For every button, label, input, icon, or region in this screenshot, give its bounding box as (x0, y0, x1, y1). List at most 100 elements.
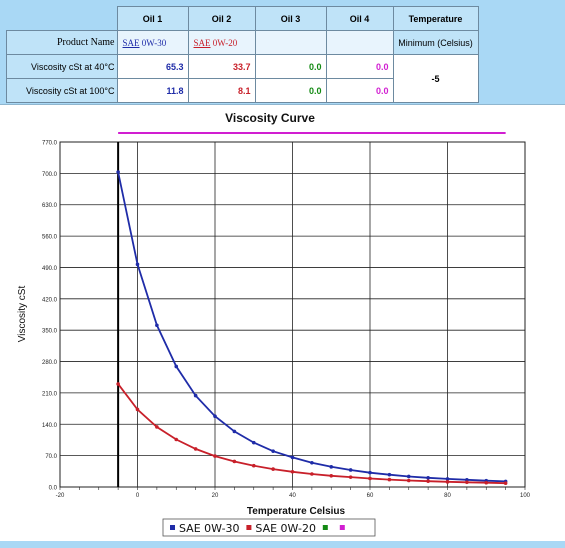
series-1-point (329, 465, 334, 469)
series-1-point (368, 470, 372, 475)
series-2-point (329, 473, 334, 478)
y-tick-label: 560.0 (42, 235, 58, 241)
series-1-point (232, 429, 237, 434)
oil2-name-rest: 0W-20 (210, 37, 238, 48)
series-1-point (271, 449, 275, 453)
product-name-label: Product Name (6, 30, 118, 55)
oil1-name-rest: 0W-30 (139, 37, 167, 48)
oil1-visc100[interactable]: 11.8 (116, 78, 189, 103)
oil3-header: Oil 3 (254, 6, 327, 31)
series-2-point (290, 469, 295, 474)
series-2-point (445, 480, 450, 484)
oil4-header: Oil 4 (325, 6, 394, 31)
x-tick-label: 0 (136, 493, 140, 499)
legend-swatch (322, 525, 328, 530)
oil4-visc100[interactable]: 0.0 (325, 78, 394, 103)
series-2-point (406, 478, 411, 483)
y-tick-label: 280.0 (42, 360, 58, 366)
series-2-point (251, 463, 256, 468)
y-tick-label: 70.0 (45, 454, 57, 460)
series-1-point (387, 472, 392, 477)
viscosity-chart: Viscosity Curve 0.0 70.0 140.0 210.0 280.0 35… (17, 111, 531, 537)
oil3-product-name[interactable] (254, 30, 327, 55)
series-2-point (426, 479, 430, 483)
series-2-point (271, 467, 275, 471)
y-tick-label: 0.0 (49, 486, 58, 492)
series-2-point (155, 425, 159, 429)
oil2-header: Oil 2 (187, 6, 256, 31)
oil1-visc40[interactable]: 65.3 (116, 54, 189, 79)
series-1-point (406, 474, 411, 479)
series-2-point (387, 477, 392, 482)
x-tick-label: 20 (212, 493, 219, 499)
oil2-visc40[interactable]: 33.7 (187, 54, 256, 79)
series-1-point (155, 323, 159, 328)
temperature-minimum-value[interactable]: -5 (392, 54, 479, 103)
y-tick-label: 770.0 (42, 141, 58, 147)
series-2-point (484, 480, 489, 485)
series-1-point (213, 414, 217, 419)
y-tick-label: 630.0 (42, 203, 58, 209)
visc40-label: Viscosity cSt at 40°C (6, 54, 118, 79)
series-1-point (251, 440, 256, 445)
series-2-point (310, 472, 314, 476)
oil4-product-name[interactable] (325, 30, 394, 55)
series-1-point (174, 364, 179, 369)
oil-table: Oil 1 Oil 2 Oil 3 Oil 4 Temperature Prod… (6, 6, 479, 103)
series-1-point (310, 461, 314, 465)
series-1-point (290, 455, 295, 460)
chart-legend: SAE 0W-30 SAE 0W-20 (162, 518, 376, 537)
oil4-visc40[interactable]: 0.0 (325, 54, 394, 79)
series-2-point (116, 382, 120, 386)
x-tick-label: 40 (289, 493, 296, 499)
table-corner (7, 7, 118, 31)
oil2-name-prefix: SAE (193, 37, 211, 48)
x-axis-label: Temperature Celsius (247, 506, 346, 517)
oil1-name-prefix: SAE (122, 37, 140, 48)
series-2-point (368, 476, 372, 481)
series-2-point (232, 459, 237, 464)
x-tick-label: -20 (56, 493, 65, 499)
y-tick-label: 490.0 (42, 266, 58, 272)
legend-label: SAE 0W-30 (179, 522, 240, 535)
series-1-point (135, 262, 140, 267)
oil1-product-name[interactable]: SAE 0W-30 (116, 30, 189, 55)
series-1-point (426, 476, 430, 480)
series-2-point (348, 475, 353, 479)
series-2-point (193, 447, 198, 451)
series-2-point (174, 437, 179, 442)
x-tick-label: 60 (367, 493, 374, 499)
series-1-point (445, 477, 450, 481)
plot-area: 0.0 70.0 140.0 210.0 280.0 350.0 420.0 490.0 560… (42, 132, 531, 499)
oil1-header: Oil 1 (116, 6, 189, 31)
series-2-point (465, 480, 469, 485)
legend-swatch (246, 525, 252, 530)
chart-title: Viscosity Curve (225, 111, 315, 125)
legend-swatch (170, 525, 175, 530)
legend-swatch (339, 525, 345, 530)
series-2-point (503, 481, 508, 485)
y-tick-label: 700.0 (42, 172, 58, 178)
visc100-label: Viscosity cSt at 100°C (6, 78, 118, 103)
y-tick-label: 420.0 (42, 297, 58, 303)
series-1-point (193, 393, 198, 398)
series-1-point (465, 478, 469, 482)
series-1-point (348, 468, 353, 472)
series-2-point (135, 407, 140, 412)
y-axis-label: Viscosity cSt (17, 286, 28, 343)
oil3-visc40[interactable]: 0.0 (254, 54, 327, 79)
series-1-point (116, 170, 120, 174)
bottom-bar (0, 541, 565, 548)
legend-label: SAE 0W-20 (255, 522, 316, 535)
oil2-visc100[interactable]: 8.1 (187, 78, 256, 103)
x-tick-label: 80 (444, 493, 451, 499)
legend-box (162, 518, 376, 537)
oil3-visc100[interactable]: 0.0 (254, 78, 327, 103)
series-2-point (213, 454, 217, 458)
y-tick-label: 140.0 (42, 423, 58, 429)
y-tick-label: 350.0 (42, 329, 58, 335)
temperature-sub-label: Minimum (Celsius) (392, 30, 479, 55)
x-tick-label: 100 (520, 493, 531, 499)
y-tick-label: 210.0 (42, 391, 58, 397)
oil2-product-name[interactable]: SAE 0W-20 (187, 30, 256, 55)
